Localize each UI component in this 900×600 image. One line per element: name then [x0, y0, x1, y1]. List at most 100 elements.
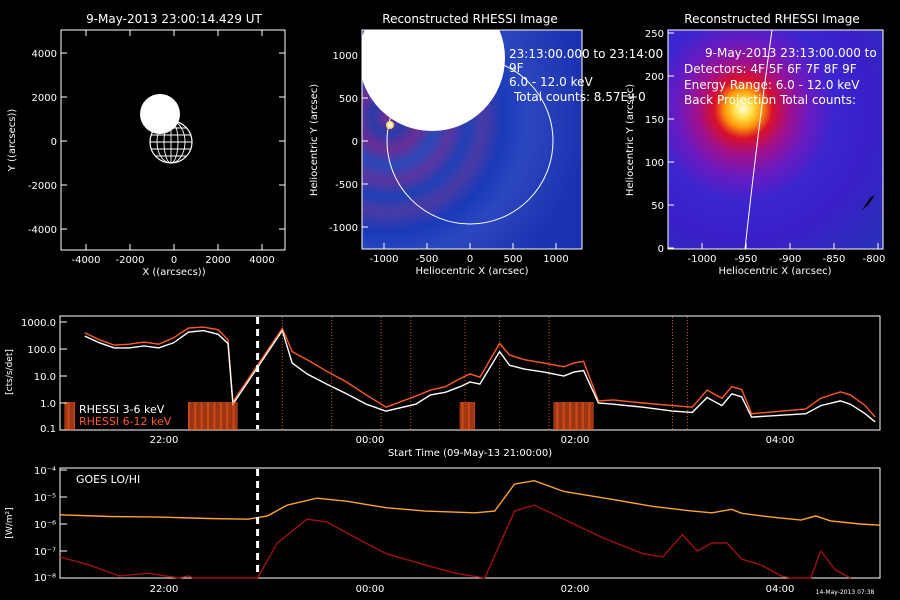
p1-ylabel: Y ((arcsecs)) — [7, 109, 18, 173]
p2-ylabel: Heliocentric Y (arcsec) — [309, 84, 320, 196]
p3-xtick: -1000 — [687, 254, 716, 265]
p2-info-line: Total counts: 8.57E+0 — [513, 90, 646, 104]
p2-xlabel: Heliocentric X (arcsec) — [415, 266, 528, 277]
p3-ticks — [668, 32, 879, 249]
p4-series-group — [84, 326, 876, 423]
panel-rhessi-lightcurve: 1000.0 100.0 10.0 1.0 0.1 [cts/s/det] 22… — [5, 315, 881, 459]
p3-xtick: -850 — [823, 254, 846, 265]
p2-frame — [361, 29, 583, 250]
p4-yticks — [60, 321, 67, 431]
p3-ytick: 100 — [645, 158, 664, 169]
p5-label: GOES LO/HI — [76, 473, 140, 486]
p2-info-line: 6.0 - 12.0 keV — [509, 75, 593, 89]
p3-ytick: 50 — [651, 201, 664, 212]
p5-yticks — [60, 469, 67, 579]
p1-ytick: -2000 — [28, 181, 57, 192]
p4-xtick: 02:00 — [561, 435, 590, 446]
sun-globe-icon — [140, 94, 193, 164]
p3-ytick: 250 — [645, 29, 664, 40]
p5-series-group — [59, 479, 881, 579]
p4-ytick: 1.0 — [40, 399, 56, 410]
p2-ticks — [362, 54, 557, 249]
p5-ytick: 10⁻⁶ — [34, 520, 56, 531]
p3-info-line: 9-May-2013 23:13:00.000 to — [705, 46, 877, 60]
p1-xlabel: X ((arcsecs)) — [142, 267, 205, 278]
p3-info-line: Energy Range: 6.0 - 12.0 keV — [684, 78, 860, 92]
p4-legend-low: RHESSI 3-6 keV — [79, 403, 165, 416]
p1-frame — [60, 29, 286, 251]
panel-goes-lightcurve: 10⁻⁴ 10⁻⁵ 10⁻⁶ 10⁻⁷ 10⁻⁸ [W/m²] GOES LO/… — [5, 466, 881, 596]
p1-xtick: 2000 — [205, 255, 230, 266]
p5-xtick: 00:00 — [356, 584, 385, 595]
p3-image — [668, 30, 883, 249]
p2-xtick: -1000 — [369, 254, 398, 265]
p3-ytick: 200 — [645, 72, 664, 83]
p4-xtick: 22:00 — [150, 435, 179, 446]
p4-xlabel: Start Time (09-May-13 21:00:00) — [388, 448, 552, 459]
p1-xtick: -2000 — [115, 255, 144, 266]
p5-footer-date: 14-May-2013 07:38 — [816, 589, 875, 596]
p3-artifact — [862, 195, 875, 210]
p3-ytick: 0 — [658, 244, 664, 255]
rhessi-low-series — [84, 328, 876, 423]
p3-frame — [667, 29, 884, 250]
p2-info-line: on — [476, 90, 491, 104]
p4-ytick: 100.0 — [27, 345, 56, 356]
panel-location-map: 9-May-2013 23:00:14.429 UT -4000 -2000 0… — [7, 12, 286, 278]
p2-occulter-disk — [362, 30, 505, 131]
p3-xtick: -950 — [735, 254, 758, 265]
p2-ytick: -500 — [335, 180, 358, 191]
p2-xtick: -500 — [416, 254, 439, 265]
p5-ytick: 10⁻⁷ — [34, 547, 56, 558]
p3-info-line: Detectors: 4F 5F 6F 7F 8F 9F — [684, 62, 857, 76]
panel-rhessi-image-zoom: Reconstructed RHESSI Image 9-May-2013 23… — [625, 12, 885, 277]
p4-legend-high: RHESSI 6-12 keV — [79, 415, 172, 428]
p4-xtick: 04:00 — [766, 435, 795, 446]
p4-xtick: 00:00 — [356, 435, 385, 446]
p3-ytick: 150 — [645, 115, 664, 126]
p3-title: Reconstructed RHESSI Image — [684, 12, 859, 26]
p5-frame — [59, 467, 881, 579]
p1-ytick: -4000 — [28, 225, 57, 236]
p2-info-line: 9F — [509, 61, 524, 75]
p5-ytick: 10⁻⁵ — [34, 493, 56, 504]
p5-ylabel: [W/m²] — [5, 507, 15, 538]
p4-marks-group — [64, 317, 688, 430]
p4-ylabel: [cts/s/det] — [5, 349, 15, 395]
p1-xtick: 0 — [171, 255, 177, 266]
p5-xtick: 02:00 — [561, 584, 590, 595]
p1-title: 9-May-2013 23:00:14.429 UT — [86, 12, 262, 26]
p1-ytick: 4000 — [32, 49, 57, 60]
p5-xtick: 22:00 — [150, 584, 179, 595]
p3-limb-arc — [744, 30, 773, 249]
p2-xtick: 0 — [467, 254, 473, 265]
p4-ytick: 0.1 — [40, 424, 56, 435]
p3-ylabel: Heliocentric Y (arcsec) — [625, 84, 636, 196]
p3-info-line: Back Projection Total counts: — [684, 93, 856, 107]
p2-xtick: 500 — [503, 254, 522, 265]
p2-ytick: 1000 — [333, 51, 358, 62]
p4-ytick: 10.0 — [34, 372, 56, 383]
p3-xtick: -800 — [863, 254, 886, 265]
p1-ytick: 2000 — [32, 93, 57, 104]
p2-ytick: 500 — [339, 94, 358, 105]
goes-hi-series — [59, 504, 851, 579]
p1-ytick: 0 — [51, 137, 57, 148]
p1-xtick: -4000 — [71, 255, 100, 266]
panel-rhessi-image-wide: Reconstructed RHESSI Image 23:13:00.000 … — [309, 12, 663, 277]
p2-ytick: 0 — [352, 137, 358, 148]
p4-ytick: 1000.0 — [21, 318, 56, 329]
p2-ytick: -1000 — [329, 223, 358, 234]
p2-xtick: 1000 — [543, 254, 568, 265]
p1-xtick: 4000 — [249, 255, 274, 266]
p5-xtick: 04:00 — [766, 584, 795, 595]
p2-title: Reconstructed RHESSI Image — [382, 12, 557, 26]
p3-xlabel: Heliocentric X (arcsec) — [718, 266, 831, 277]
p3-xtick: -900 — [779, 254, 802, 265]
rhessi-high-series — [84, 326, 876, 418]
p5-ytick: 10⁻⁸ — [34, 573, 56, 584]
goes-lo-series — [59, 479, 881, 526]
p1-ticks — [61, 30, 285, 250]
p5-ytick: 10⁻⁴ — [34, 466, 56, 477]
